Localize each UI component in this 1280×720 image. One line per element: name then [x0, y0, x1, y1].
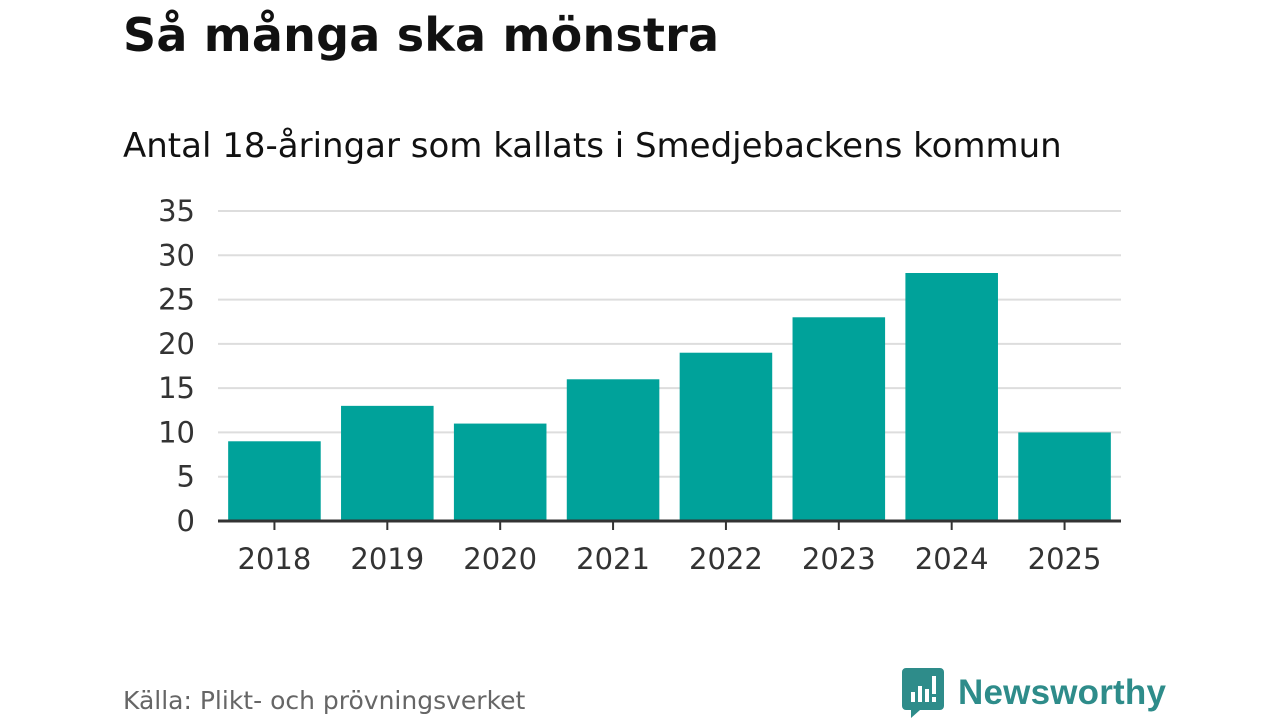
newsworthy-logo-icon [902, 668, 944, 718]
x-axis [218, 519, 1121, 530]
brand-name: Newsworthy [958, 673, 1167, 712]
y-tick-label: 25 [158, 283, 195, 317]
y-tick-label: 5 [177, 460, 195, 494]
x-tick-label: 2021 [576, 542, 650, 576]
y-tick-label: 35 [158, 194, 195, 228]
x-tick-label: 2022 [689, 542, 763, 576]
source-note: Källa: Plikt- och prövningsverket [123, 686, 526, 715]
bar-2025 [1018, 432, 1111, 521]
page-title: Så många ska mönstra [123, 8, 720, 62]
y-tick-label: 20 [158, 327, 195, 361]
bar-2018 [228, 441, 321, 521]
bar-2022 [679, 352, 773, 521]
bar-2019 [341, 405, 434, 521]
y-tick-label: 30 [158, 238, 195, 272]
y-tick-label: 0 [177, 504, 195, 538]
bar-2021 [566, 379, 660, 521]
brand-logo: Newsworthy [902, 668, 1166, 718]
y-tick-label: 10 [158, 415, 195, 449]
y-tick-labels: 0 5 10 15 20 25 30 35 [158, 194, 195, 538]
y-tick-label: 15 [158, 371, 195, 405]
x-tick-labels: 2018 2019 2020 2021 2022 2023 2024 2025 [238, 542, 1102, 576]
x-tick-label: 2018 [238, 542, 312, 576]
x-tick-label: 2023 [802, 542, 876, 576]
bar-2023 [792, 317, 886, 521]
bar-2020 [453, 423, 547, 521]
x-tick-label: 2020 [463, 542, 537, 576]
bar-2024 [905, 273, 998, 521]
x-tick-label: 2025 [1028, 542, 1102, 576]
x-tick-label: 2024 [915, 542, 989, 576]
bars [228, 273, 1111, 521]
chart-subtitle: Antal 18-åringar som kallats i Smedjebac… [123, 126, 1062, 166]
x-tick-label: 2019 [350, 542, 424, 576]
